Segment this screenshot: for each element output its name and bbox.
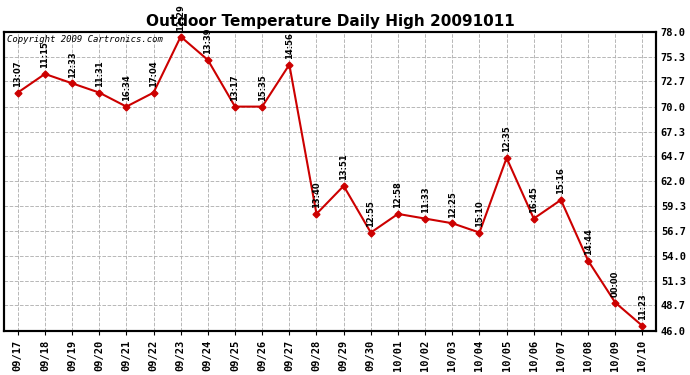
Text: 17:04: 17:04 — [149, 60, 158, 87]
Text: 15:35: 15:35 — [257, 74, 266, 101]
Text: 14:56: 14:56 — [285, 32, 294, 59]
Text: 11:31: 11:31 — [95, 60, 103, 87]
Text: 12:33: 12:33 — [68, 51, 77, 78]
Text: 12:55: 12:55 — [366, 200, 375, 227]
Text: 11:33: 11:33 — [421, 186, 430, 213]
Text: 12:29: 12:29 — [176, 4, 185, 31]
Text: 15:16: 15:16 — [556, 168, 565, 194]
Text: 13:40: 13:40 — [312, 182, 321, 209]
Text: 12:35: 12:35 — [502, 126, 511, 152]
Text: 11:23: 11:23 — [638, 294, 647, 320]
Text: 16:45: 16:45 — [529, 186, 538, 213]
Text: 12:25: 12:25 — [448, 191, 457, 218]
Text: 13:07: 13:07 — [13, 60, 22, 87]
Text: 13:17: 13:17 — [230, 74, 239, 101]
Text: 14:44: 14:44 — [584, 228, 593, 255]
Text: Copyright 2009 Cartronics.com: Copyright 2009 Cartronics.com — [8, 35, 164, 44]
Text: 12:58: 12:58 — [393, 182, 402, 209]
Text: 00:00: 00:00 — [611, 271, 620, 297]
Text: 13:39: 13:39 — [204, 28, 213, 54]
Text: 11:15: 11:15 — [41, 42, 50, 68]
Text: 15:10: 15:10 — [475, 200, 484, 227]
Text: 13:51: 13:51 — [339, 154, 348, 180]
Text: 16:34: 16:34 — [122, 74, 131, 101]
Title: Outdoor Temperature Daily High 20091011: Outdoor Temperature Daily High 20091011 — [146, 14, 515, 29]
